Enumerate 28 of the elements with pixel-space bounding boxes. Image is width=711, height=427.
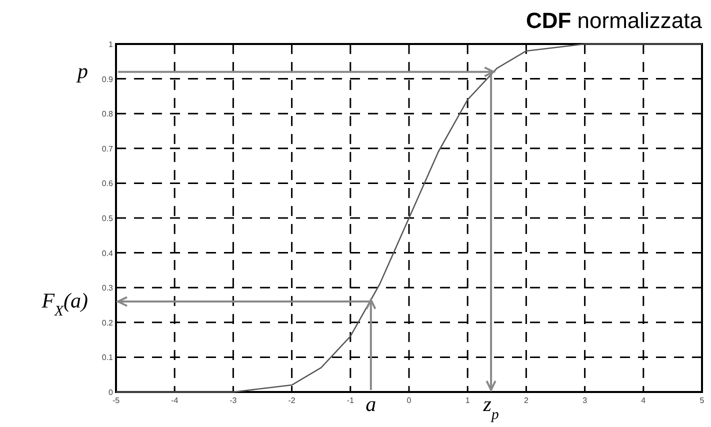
x-tick-label: -3 <box>230 396 238 405</box>
y-tick-label: 0.7 <box>102 144 114 154</box>
x-tick-label: 1 <box>465 396 470 405</box>
x-tick-label: -2 <box>288 396 296 405</box>
y-tick-label: 0.1 <box>102 353 114 362</box>
x-tick-label: 5 <box>700 396 705 405</box>
x-tick-label: 0 <box>406 396 412 405</box>
y-tick-label: 0 <box>108 388 114 397</box>
x-tick-label: 3 <box>582 396 588 405</box>
x-tick-label: 4 <box>641 396 646 405</box>
y-tick-label: 0.5 <box>102 214 114 223</box>
ref-line-label: a <box>366 392 376 416</box>
y-tick-label: 0.3 <box>102 284 114 293</box>
y-tick-label: 0.4 <box>102 248 114 258</box>
y-tick-label: 0.8 <box>102 110 114 119</box>
line-series <box>115 43 703 393</box>
x-tick-label: -5 <box>112 396 120 405</box>
ref-line-label: p <box>76 58 88 83</box>
x-tick-label: -1 <box>346 396 354 405</box>
ref-line-label: F$_{X}$(a) <box>40 288 88 320</box>
x-tick-label: -4 <box>171 396 179 405</box>
chart-title: CDF normalizzata <box>526 8 703 33</box>
y-tick-label: 0.9 <box>102 74 114 84</box>
y-tick-label: 1 <box>108 40 114 49</box>
x-tick-label: 2 <box>524 396 529 405</box>
y-tick-label: 0.2 <box>102 318 114 328</box>
y-tick-label: 0.6 <box>102 179 114 188</box>
ref-line-label: z$_{p}$ <box>482 392 499 423</box>
